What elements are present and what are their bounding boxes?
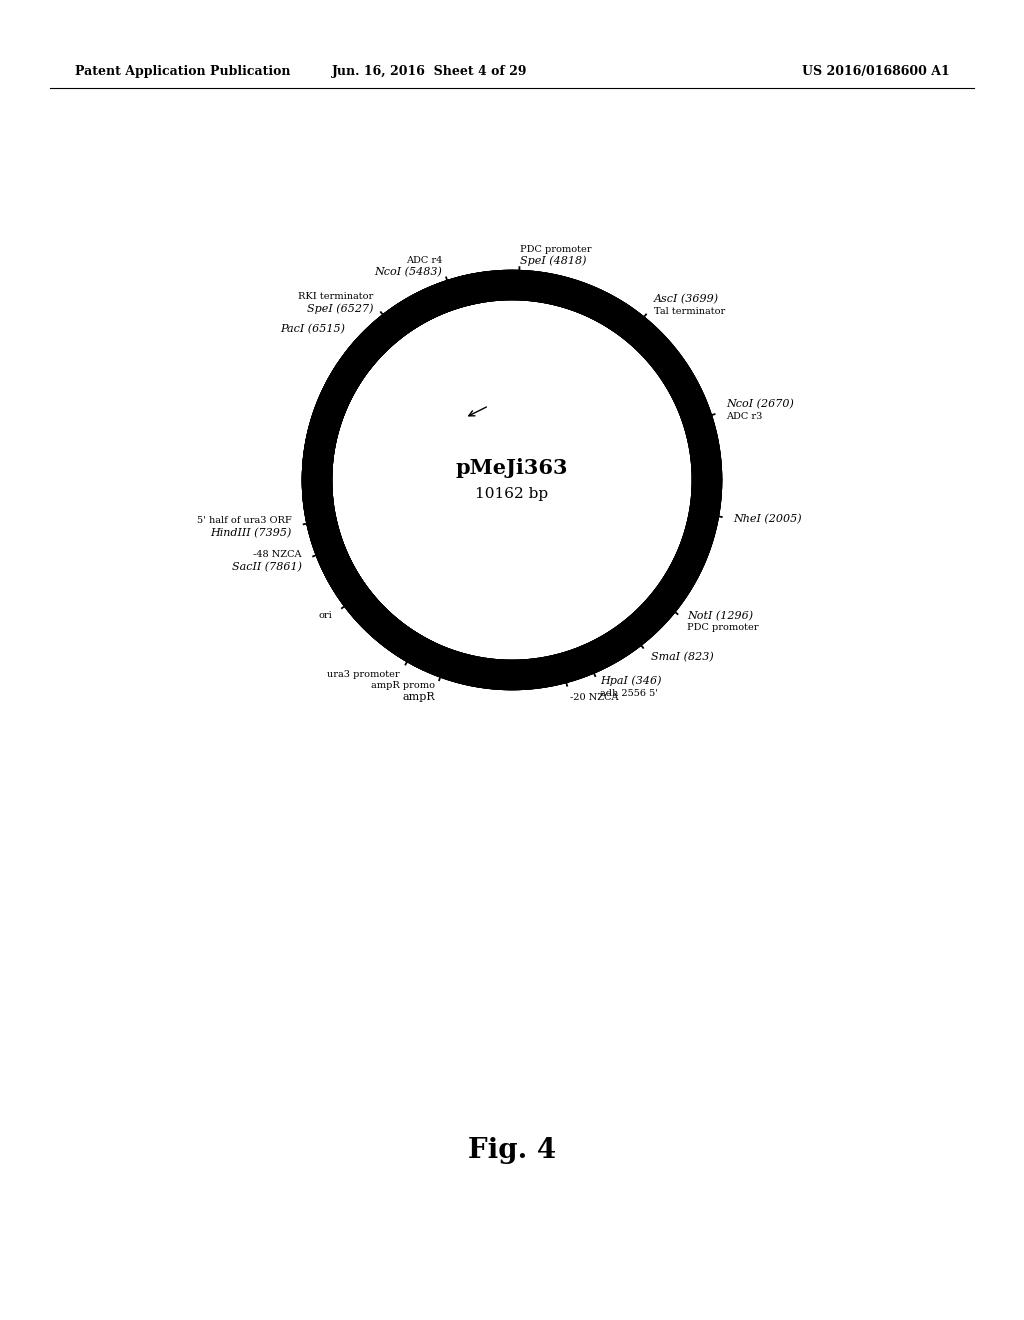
Polygon shape xyxy=(479,273,506,302)
Polygon shape xyxy=(401,632,430,657)
Text: NcoI (2670): NcoI (2670) xyxy=(726,400,794,409)
Text: SpeI (6527): SpeI (6527) xyxy=(307,304,374,314)
Text: ura3 promoter: ura3 promoter xyxy=(327,671,399,680)
Text: NheI (2005): NheI (2005) xyxy=(733,513,802,524)
Text: Jun. 16, 2016  Sheet 4 of 29: Jun. 16, 2016 Sheet 4 of 29 xyxy=(332,66,527,78)
Text: SmaI (823): SmaI (823) xyxy=(650,652,714,663)
Polygon shape xyxy=(568,644,597,672)
Text: -20 NZCA: -20 NZCA xyxy=(570,693,618,702)
Text: ADC r3: ADC r3 xyxy=(726,412,762,421)
Polygon shape xyxy=(609,305,639,330)
Text: US 2016/0168600 A1: US 2016/0168600 A1 xyxy=(802,66,950,78)
Polygon shape xyxy=(304,498,332,525)
Text: adh 2556 5': adh 2556 5' xyxy=(600,689,657,697)
Text: AscI (3699): AscI (3699) xyxy=(653,294,719,305)
Text: NcoI (5483): NcoI (5483) xyxy=(375,267,442,277)
Text: HpaI (346): HpaI (346) xyxy=(600,676,662,686)
Text: PDC promoter: PDC promoter xyxy=(687,623,759,632)
Text: RKI terminator: RKI terminator xyxy=(298,292,374,301)
Text: pMeJi363: pMeJi363 xyxy=(456,458,568,478)
Text: ADC r4: ADC r4 xyxy=(407,256,442,264)
Text: HindIII (7395): HindIII (7395) xyxy=(211,528,292,539)
Text: ampR promo: ampR promo xyxy=(371,681,435,690)
Text: 10162 bp: 10162 bp xyxy=(475,487,549,502)
Text: Fig. 4: Fig. 4 xyxy=(468,1137,556,1163)
Text: Tal terminator: Tal terminator xyxy=(653,306,725,315)
Text: SacII (7861): SacII (7861) xyxy=(232,561,302,572)
Text: PDC promoter: PDC promoter xyxy=(520,244,591,253)
Text: ori: ori xyxy=(318,611,333,620)
Text: SpeI (4818): SpeI (4818) xyxy=(520,256,587,267)
Text: PacI (6515): PacI (6515) xyxy=(280,325,345,334)
Polygon shape xyxy=(345,348,372,378)
Text: ampR: ampR xyxy=(402,693,435,702)
Text: 5' half of ura3 ORF: 5' half of ura3 ORF xyxy=(198,516,292,525)
Polygon shape xyxy=(317,285,707,675)
Text: NotI (1296): NotI (1296) xyxy=(687,610,753,620)
Text: Patent Application Publication: Patent Application Publication xyxy=(75,66,291,78)
Text: -48 NZCA: -48 NZCA xyxy=(254,550,302,560)
Polygon shape xyxy=(692,488,721,515)
